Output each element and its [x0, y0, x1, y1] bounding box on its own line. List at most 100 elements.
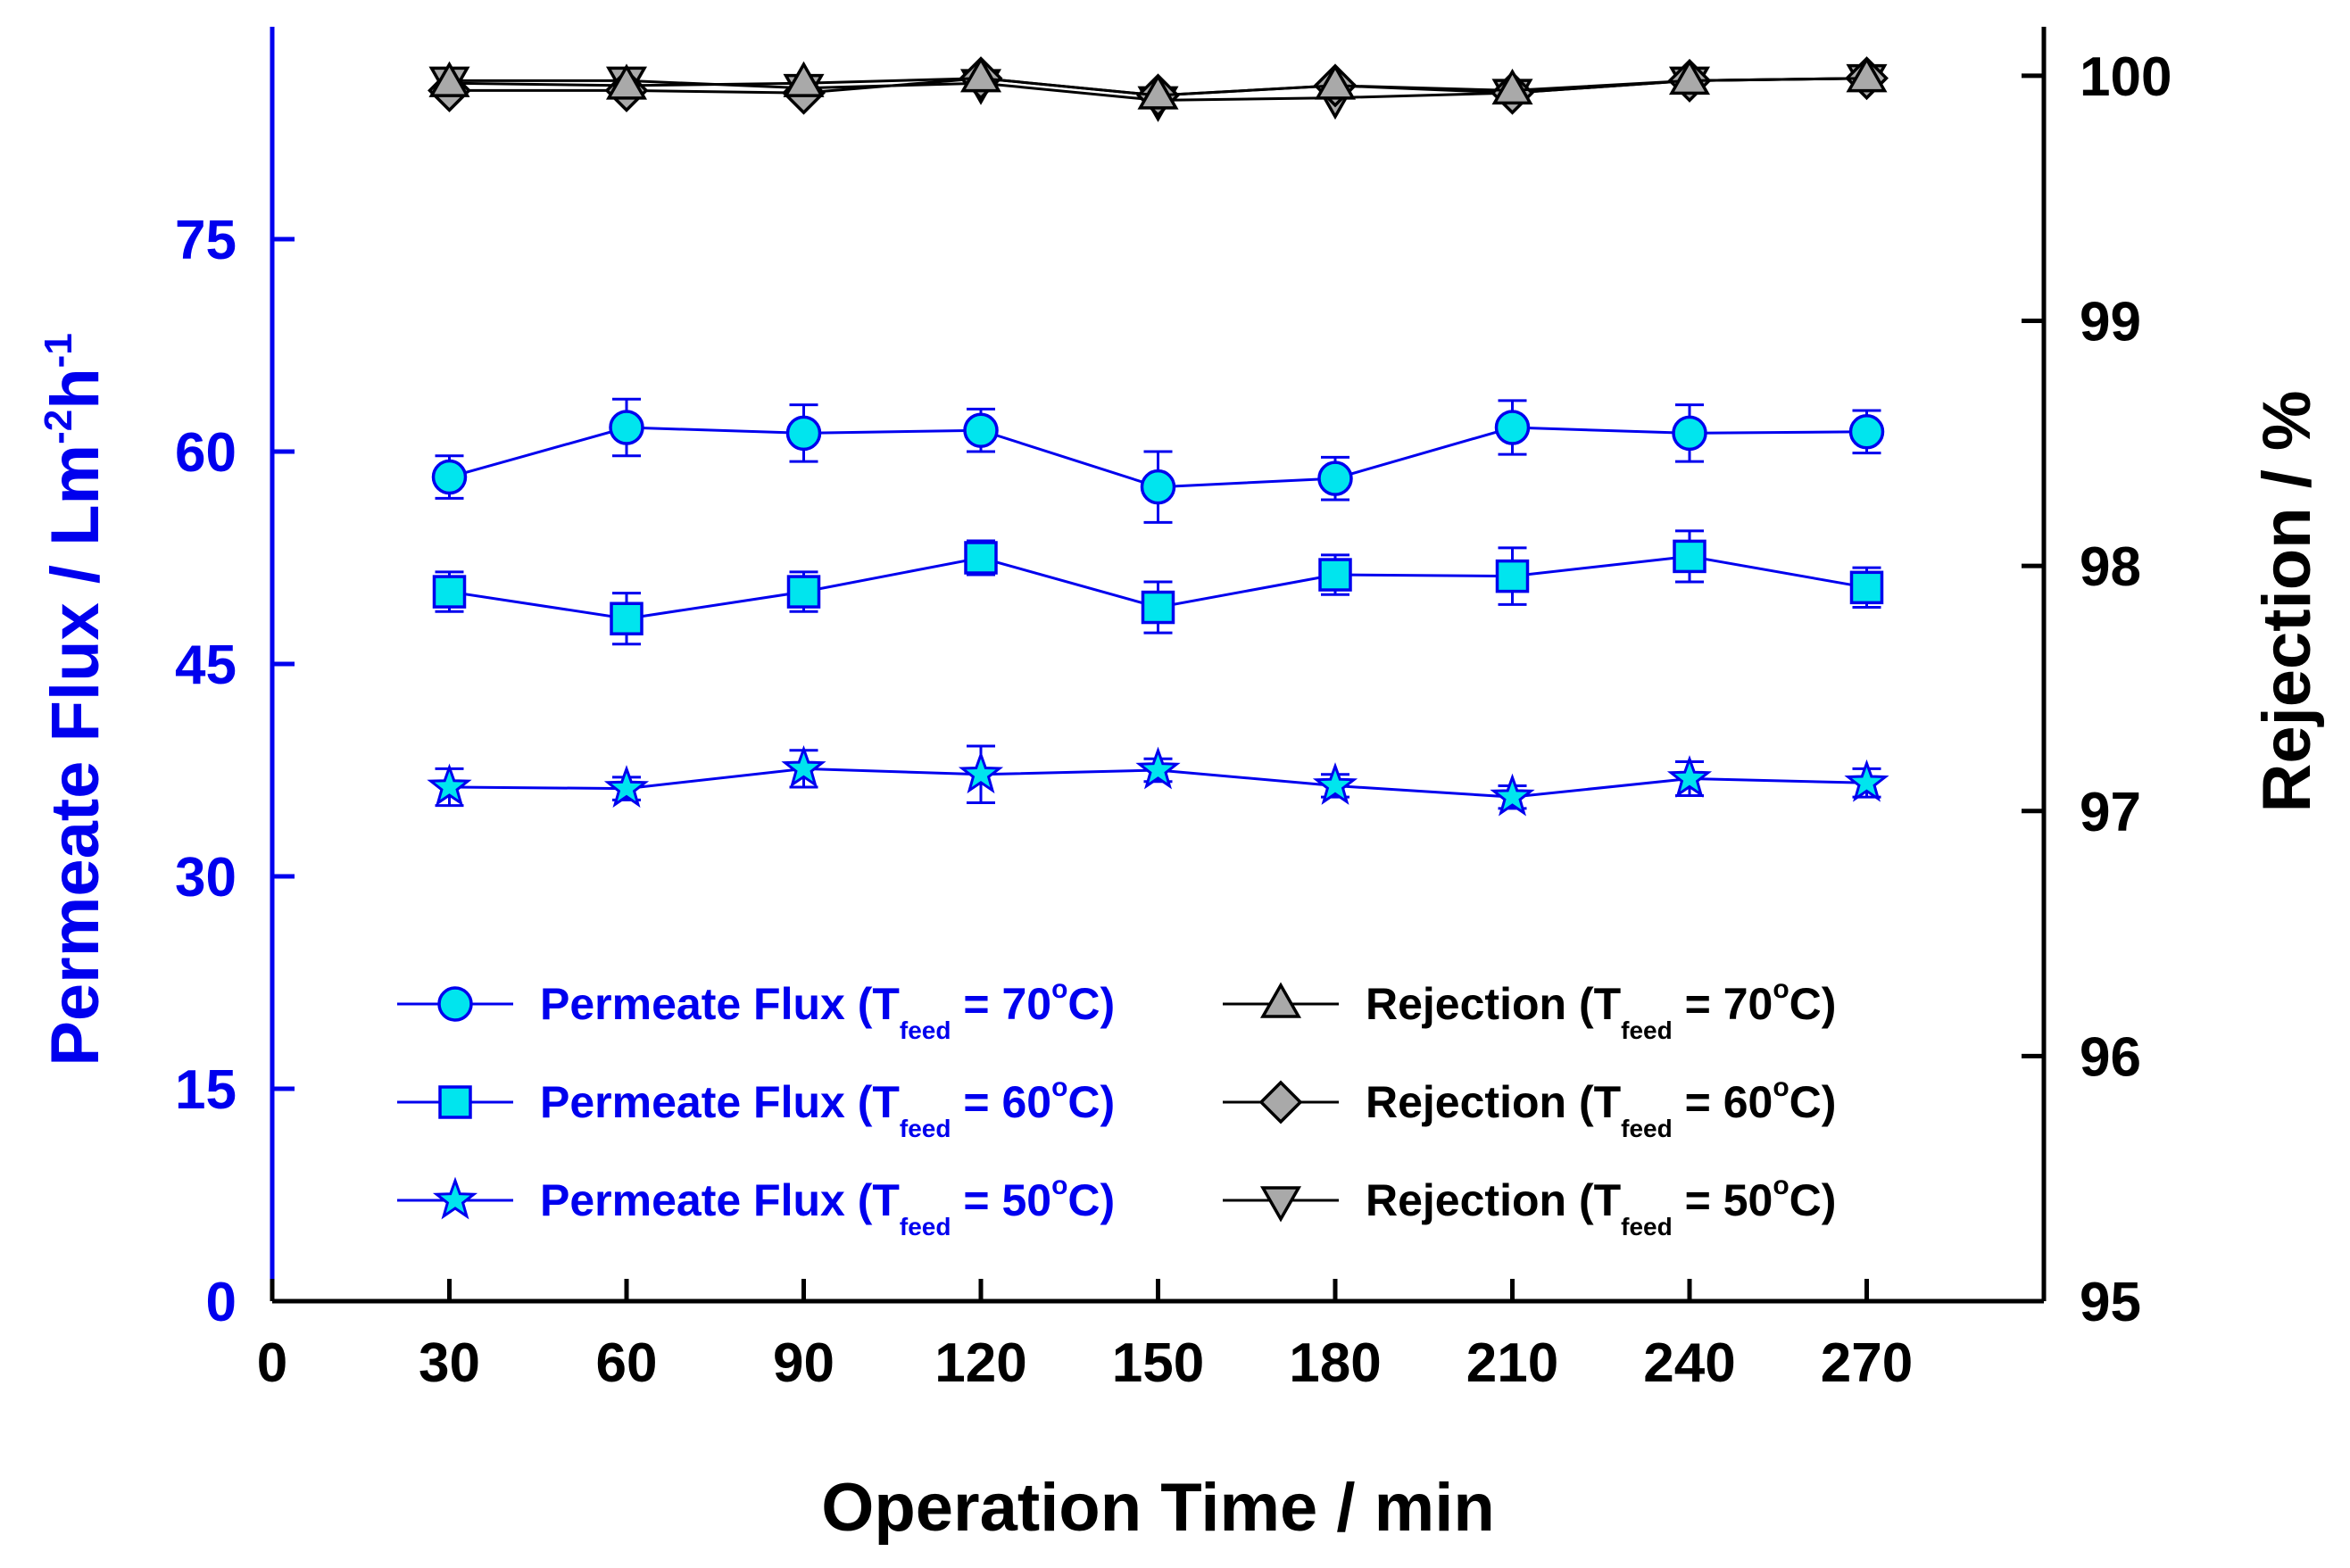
data-point — [1672, 415, 1707, 452]
legend-marker — [1259, 1186, 1302, 1223]
legend-item: Rejection (Tfeed = 70oC) — [1223, 975, 1836, 1044]
left-y-axis-title-sup1: -2 — [37, 410, 80, 444]
left-tick-label: 15 — [175, 1059, 237, 1121]
x-tick-label: 240 — [1643, 1332, 1735, 1394]
legend-label-sub: feed — [1621, 1213, 1673, 1240]
legend-label-sub: feed — [1621, 1016, 1673, 1044]
left-tick-label: 75 — [175, 210, 237, 271]
left-y-axis-title-sup2: -1 — [37, 333, 80, 368]
x-tick-label: 210 — [1466, 1332, 1558, 1394]
data-point — [431, 459, 468, 495]
data-point — [1848, 414, 1885, 450]
data-point — [1666, 755, 1713, 798]
right-tick-label: 95 — [2080, 1272, 2141, 1333]
data-point — [783, 61, 825, 97]
x-tick-label: 120 — [934, 1332, 1026, 1394]
legend-label-suffix: = 60 — [951, 1077, 1051, 1127]
legend-item: Rejection (Tfeed = 60oC) — [1223, 1073, 1836, 1142]
left-tick-label: 60 — [175, 422, 237, 484]
series-0 — [431, 397, 1885, 524]
legend-label-prefix: Rejection (T — [1366, 1175, 1621, 1225]
left-y-axis-title-h: h — [37, 368, 113, 409]
data-point — [1844, 759, 1889, 802]
legend-label-end: C) — [1789, 1175, 1837, 1225]
legend-label-prefix: Permeate Flux (T — [540, 1175, 900, 1225]
series-3 — [428, 56, 1888, 110]
legend-label-degree: o — [1773, 1073, 1789, 1102]
data-point — [1314, 63, 1357, 100]
left-tick-label: 45 — [175, 635, 237, 696]
legend-label-suffix: = 60 — [1673, 1077, 1773, 1127]
legend-label: Permeate Flux (Tfeed = 50oC) — [540, 1171, 1115, 1240]
data-point — [428, 61, 470, 97]
legend-label-degree: o — [1773, 975, 1789, 1004]
data-point — [1673, 539, 1706, 574]
legend-label-end: C) — [1789, 979, 1837, 1029]
legend-label-end: C) — [1067, 1175, 1115, 1225]
left-tick-label: 30 — [175, 847, 237, 908]
legend-label-degree: o — [1051, 1073, 1067, 1102]
data-point — [427, 763, 472, 807]
legend-label: Permeate Flux (Tfeed = 70oC) — [540, 975, 1115, 1044]
x-tick-label: 90 — [773, 1332, 835, 1394]
data-point — [605, 63, 648, 100]
legend-label: Permeate Flux (Tfeed = 60oC) — [540, 1073, 1115, 1142]
left-tick-label: 0 — [206, 1272, 237, 1333]
left-y-axis-title: Permeate Flux / Lm-2h-1 — [37, 333, 113, 1066]
right-y-axis: 95 96 97 98 99 100 — [2022, 27, 2171, 1333]
legend-label-degree: o — [1773, 1171, 1789, 1200]
data-point — [785, 415, 822, 452]
legend-label-degree: o — [1051, 1171, 1067, 1200]
data-point — [963, 412, 999, 448]
legend-label-suffix: = 70 — [1673, 979, 1773, 1029]
legend: Permeate Flux (Tfeed = 70oC)Permeate Flu… — [397, 975, 1836, 1240]
legend-item: Rejection (Tfeed = 50oC) — [1223, 1171, 1836, 1240]
legend-label-sub: feed — [1621, 1115, 1673, 1142]
data-point — [1312, 762, 1358, 805]
data-point — [1135, 746, 1181, 790]
legend-label-end: C) — [1067, 979, 1115, 1029]
legend-label-degree: o — [1051, 975, 1067, 1004]
legend-marker — [1258, 1080, 1303, 1124]
right-tick-label: 100 — [2080, 46, 2171, 108]
legend-label-prefix: Permeate Flux (T — [540, 1077, 900, 1127]
legend-label-end: C) — [1789, 1077, 1837, 1127]
data-point — [1490, 773, 1535, 817]
data-point — [959, 56, 1002, 93]
legend-label-suffix: = 70 — [951, 979, 1051, 1029]
data-point — [1317, 460, 1353, 496]
series-2 — [427, 744, 1889, 817]
series-layer — [427, 56, 1889, 817]
left-y-axis-title-main: Permeate Flux / Lm — [37, 444, 113, 1066]
data-point — [958, 751, 1004, 794]
series-1 — [432, 529, 1884, 646]
x-tick-label: 0 — [257, 1332, 287, 1394]
data-point — [1494, 410, 1531, 445]
legend-label: Rejection (Tfeed = 70oC) — [1366, 975, 1836, 1044]
x-tick-label: 270 — [1821, 1332, 1913, 1394]
legend-label-prefix: Rejection (T — [1366, 1077, 1621, 1127]
data-point — [603, 765, 650, 808]
data-point — [786, 575, 821, 609]
legend-marker — [438, 1085, 472, 1119]
right-tick-label: 98 — [2080, 536, 2141, 598]
data-point — [781, 744, 826, 788]
data-point — [1846, 56, 1888, 93]
legend-label-sub: feed — [900, 1016, 951, 1044]
legend-label-end: C) — [1067, 1077, 1115, 1127]
x-tick-label: 60 — [596, 1332, 658, 1394]
legend-label: Rejection (Tfeed = 50oC) — [1366, 1171, 1836, 1240]
legend-label-sub: feed — [900, 1115, 951, 1142]
legend-label-suffix: = 50 — [1673, 1175, 1773, 1225]
right-tick-label: 96 — [2080, 1026, 2141, 1088]
data-point — [432, 575, 467, 609]
legend-item: Permeate Flux (Tfeed = 70oC) — [397, 975, 1115, 1044]
legend-label-sub: feed — [900, 1213, 951, 1240]
data-point — [964, 541, 998, 575]
data-point — [1495, 559, 1530, 593]
data-point — [1318, 558, 1352, 592]
legend-label: Rejection (Tfeed = 60oC) — [1366, 1073, 1836, 1142]
legend-marker — [432, 1176, 478, 1220]
left-y-axis: 0 15 30 45 60 75 — [175, 27, 295, 1333]
legend-label-suffix: = 50 — [951, 1175, 1051, 1225]
